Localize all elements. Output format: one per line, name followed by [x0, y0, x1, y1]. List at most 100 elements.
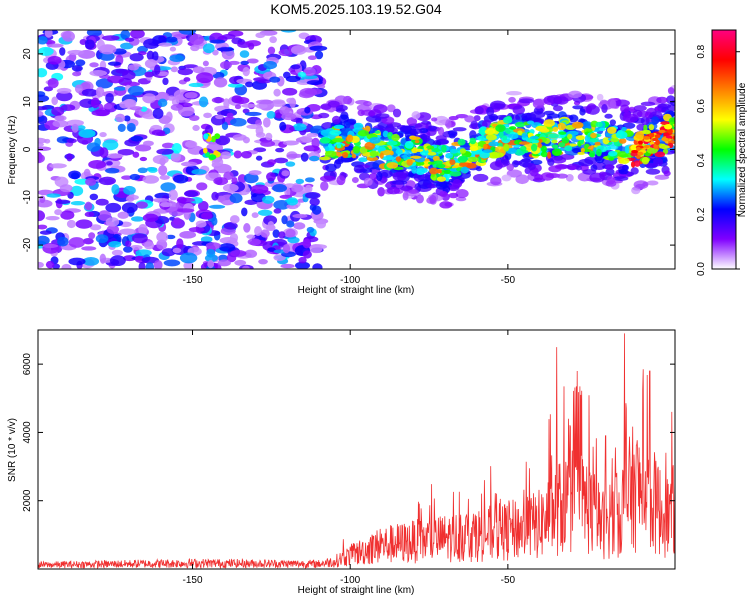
spectrogram-cell-2012 [469, 137, 477, 145]
snr-y-axis-label: SNR (10 * v/v) [7, 418, 18, 482]
spectrogram-cell-1585 [581, 121, 594, 131]
spectrogram-cell-52 [251, 212, 259, 218]
spectrogram-cell-2068 [325, 150, 337, 158]
spectrogram-cell-2095 [404, 140, 414, 149]
spectrogram-cell-2056 [319, 137, 331, 144]
spectrogram-cell-542 [301, 74, 318, 80]
spectrogram-cell-2069 [369, 150, 379, 157]
spectrogram-cell-2108 [552, 126, 559, 132]
spectrogram-cell-2087 [449, 148, 459, 154]
spectrogram-cell-596 [260, 140, 276, 147]
spectrogram-cell-1573 [386, 186, 400, 195]
spectrogram-cell-2052 [401, 154, 409, 158]
spectrogram-cell-2054 [449, 159, 456, 166]
spectrogram-cell-2063 [648, 124, 655, 131]
spectrogram-cell-2060 [427, 161, 436, 165]
spectrogram-cell-837 [211, 216, 218, 226]
spectrogram-cell-898 [281, 113, 297, 121]
spectrogram-cell-1429 [320, 175, 336, 182]
spectrogram-cell-2121 [649, 141, 655, 146]
spectrogram-cell-807 [117, 211, 129, 219]
spectrogram-cell-1503 [556, 173, 568, 179]
spectrogram-cell-735 [302, 250, 312, 259]
spectrogram-cell-772 [215, 114, 224, 120]
spectrogram-cell-442 [285, 161, 296, 167]
spectrogram-cell-312 [197, 200, 209, 212]
spectrogram-cell-1291 [575, 165, 582, 171]
spectrogram-cell-797 [216, 47, 235, 52]
spectrogram-cell-1719 [517, 130, 523, 136]
spectrogram-cell-646 [121, 202, 138, 214]
spectrogram-cell-541 [221, 121, 229, 131]
spectrogram-cell-207 [274, 157, 289, 164]
spectrogram-cell-372 [38, 146, 52, 152]
spectrogram-cell-1907 [435, 163, 446, 169]
spectrogram-cell-1470 [445, 119, 452, 129]
spectrogram-cell-549 [286, 203, 299, 210]
spectrogram-cell-1367 [437, 126, 445, 136]
spectrogram-cell-1817 [602, 137, 610, 145]
spectrogram-cell-2032 [459, 148, 467, 154]
spectrogram-cell-1537 [568, 90, 583, 99]
spectrogram-cell-1391 [612, 176, 629, 181]
spectrogram-cell-1174 [434, 115, 449, 126]
spectrogram-cell-1750 [515, 121, 526, 128]
spectrogram-cell-822 [54, 209, 63, 216]
spectrogram-cell-808 [105, 153, 124, 159]
spectrogram-cell-655 [287, 236, 300, 244]
spectrogram-cell-457 [309, 244, 323, 254]
spectrogram-cell-862 [269, 76, 281, 83]
spectrogram-cell-1581 [502, 160, 510, 166]
spectrogram-cell-133 [307, 55, 317, 60]
spectrogram-cell-2172 [203, 133, 209, 140]
spectrogram-cell-1045 [628, 106, 636, 112]
spectrogram-cell-470 [68, 237, 85, 248]
spectrogram-cell-884 [241, 103, 257, 108]
spectrogram-cell-1234 [472, 173, 489, 182]
spectrogram-cell-588 [309, 155, 320, 162]
spectrogram-cell-2084 [441, 144, 447, 153]
spectrogram-cell-575 [62, 30, 75, 42]
spectrogram-cell-1550 [546, 113, 560, 119]
spectrogram-cell-780 [229, 215, 240, 224]
spectrogram-cell-1971 [485, 134, 497, 141]
spectrogram-cell-2113 [567, 133, 573, 140]
spectrogram-cell-1361 [663, 170, 671, 177]
spectrogram-cell-1526 [408, 189, 419, 194]
spectrogram-cell-516 [278, 231, 286, 239]
spectrogram-cell-759 [173, 174, 189, 184]
spectrogram-cell-566 [111, 249, 123, 256]
spectrogram-cell-2066 [395, 156, 402, 162]
spectrogram-cell-1458 [392, 171, 407, 182]
spectrogram-cell-114 [158, 165, 168, 176]
spectrogram-cell-2112 [635, 131, 645, 139]
spectrogram-cell-614 [254, 226, 263, 237]
spectrogram-cell-889 [286, 197, 298, 206]
spectrogram-cell-1522 [582, 169, 597, 175]
spectrogram-cell-523 [38, 35, 48, 45]
spectrogram-cell-1230 [455, 188, 469, 199]
spectrogram-cell-834 [95, 234, 109, 244]
spectrogram-y-tick-label-4: 20 [22, 48, 33, 60]
spectrogram-cell-522 [223, 171, 234, 181]
spectrogram-cell-844 [229, 193, 243, 204]
spectrogram-cell-2117 [575, 135, 586, 141]
spectrogram-cell-2075 [364, 141, 376, 150]
spectrogram-cell-1481 [452, 127, 467, 132]
spectrogram-cell-2091 [406, 159, 413, 166]
spectrogram-cell-1372 [501, 174, 512, 182]
spectrogram-cell-1950 [495, 124, 506, 133]
spectrogram-cell-1540 [609, 99, 617, 109]
spectrogram-cell-815 [192, 66, 205, 74]
spectrogram-cell-1530 [622, 113, 639, 123]
spectrogram-cell-308 [71, 65, 83, 72]
spectrogram-cell-821 [189, 34, 205, 46]
spectrogram-cell-861 [39, 195, 46, 204]
spectrogram-cell-650 [315, 220, 327, 229]
spectrogram-cell-391 [146, 50, 155, 61]
spectrogram-cell-371 [273, 199, 291, 210]
spectrogram-cell-501 [56, 90, 73, 102]
spectrogram-cell-2098 [434, 160, 443, 165]
spectrogram-cell-893 [205, 242, 221, 250]
spectrogram-cell-517 [126, 122, 136, 133]
